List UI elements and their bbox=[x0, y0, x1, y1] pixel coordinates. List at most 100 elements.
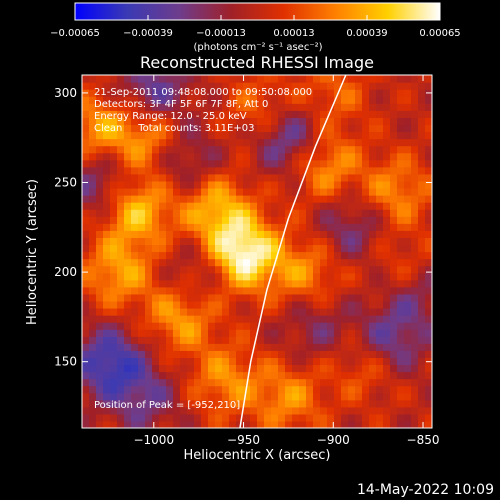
heatmap-cell bbox=[369, 300, 377, 309]
heatmap-cell bbox=[320, 117, 328, 126]
heatmap-cell bbox=[355, 378, 363, 387]
heatmap-cell bbox=[362, 293, 370, 302]
heatmap-cell bbox=[243, 209, 251, 217]
heatmap-cell bbox=[124, 364, 132, 373]
heatmap-cell bbox=[348, 329, 356, 337]
heatmap-cell bbox=[418, 322, 426, 330]
heatmap-cell bbox=[362, 117, 370, 126]
heatmap-cell bbox=[82, 413, 90, 422]
heatmap-cell bbox=[306, 152, 314, 161]
heatmap-cell bbox=[425, 145, 432, 154]
heatmap-cell bbox=[425, 315, 432, 323]
heatmap-cell bbox=[166, 187, 174, 196]
heatmap-cell bbox=[243, 300, 251, 309]
heatmap-cell bbox=[362, 173, 370, 182]
heatmap-cell bbox=[425, 138, 432, 147]
heatmap-cell bbox=[257, 307, 265, 316]
heatmap-cell bbox=[376, 117, 384, 126]
heatmap-cell bbox=[327, 195, 335, 203]
heatmap-cell bbox=[271, 145, 279, 154]
heatmap-cell bbox=[243, 152, 251, 161]
heatmap-cell bbox=[306, 350, 314, 358]
heatmap-cell bbox=[194, 103, 202, 111]
heatmap-cell bbox=[299, 237, 307, 246]
y-tick-label: 150 bbox=[54, 355, 77, 369]
heatmap-cell bbox=[334, 110, 342, 118]
heatmap-cell bbox=[292, 378, 300, 387]
heatmap-cell bbox=[82, 378, 90, 387]
heatmap-cell bbox=[355, 223, 363, 231]
heatmap-cell bbox=[222, 96, 230, 104]
heatmap-cell bbox=[348, 195, 356, 203]
heatmap-cell bbox=[145, 315, 153, 323]
heatmap-cell bbox=[404, 96, 412, 104]
heatmap-cell bbox=[124, 350, 132, 358]
heatmap-cell bbox=[194, 399, 202, 408]
heatmap-cell bbox=[103, 413, 111, 422]
heatmap-cell bbox=[89, 420, 97, 428]
heatmap-cell bbox=[411, 180, 419, 189]
heatmap-cell bbox=[131, 117, 139, 126]
heatmap-cell bbox=[376, 159, 384, 168]
heatmap-cell bbox=[299, 244, 307, 253]
heatmap-cell bbox=[383, 117, 391, 126]
heatmap-cell bbox=[306, 385, 314, 394]
heatmap-cell bbox=[110, 82, 118, 90]
heatmap-cell bbox=[362, 216, 370, 224]
x-tick-label: −900 bbox=[317, 433, 350, 447]
heatmap-cell bbox=[117, 166, 125, 175]
heatmap-cell bbox=[369, 195, 377, 203]
heatmap-cell bbox=[173, 244, 181, 253]
heatmap-cell bbox=[201, 103, 209, 111]
heatmap-cell bbox=[243, 110, 251, 118]
heatmap-cell bbox=[425, 371, 432, 380]
heatmap-cell bbox=[110, 392, 118, 401]
solar-limb-line bbox=[239, 75, 347, 428]
heatmap-cell bbox=[236, 293, 244, 302]
heatmap-cell bbox=[327, 350, 335, 358]
heatmap-cell bbox=[271, 244, 279, 253]
heatmap-cell bbox=[390, 300, 398, 309]
heatmap-cell bbox=[166, 209, 174, 217]
heatmap-cell bbox=[271, 364, 279, 373]
heatmap-cell bbox=[229, 343, 237, 351]
heatmap-cell bbox=[264, 138, 272, 147]
colorbar-tick-label: 0.00065 bbox=[419, 28, 460, 39]
heatmap-cell bbox=[348, 385, 356, 394]
heatmap-cell bbox=[145, 124, 153, 133]
heatmap-cell bbox=[194, 315, 202, 323]
heatmap-cell bbox=[404, 103, 412, 111]
heatmap-cell bbox=[96, 96, 104, 104]
heatmap-cell bbox=[124, 124, 132, 133]
heatmap-cell bbox=[229, 322, 237, 330]
heatmap-cell bbox=[334, 265, 342, 274]
heatmap-cell bbox=[425, 209, 432, 217]
heatmap-cell bbox=[299, 187, 307, 196]
heatmap-cell bbox=[152, 300, 160, 309]
heatmap-cell bbox=[397, 244, 405, 253]
heatmap-cell bbox=[362, 75, 370, 83]
heatmap-cell bbox=[180, 166, 188, 175]
heatmap-cell bbox=[180, 223, 188, 231]
heatmap-cell bbox=[369, 244, 377, 253]
heatmap-cell bbox=[236, 385, 244, 394]
heatmap-cell bbox=[257, 244, 265, 253]
heatmap-cell bbox=[110, 343, 118, 351]
heatmap-cell bbox=[201, 159, 209, 168]
heatmap-cell bbox=[159, 82, 167, 90]
heatmap-cell bbox=[271, 202, 279, 210]
heatmap-cell bbox=[313, 124, 321, 133]
heatmap-cell bbox=[404, 286, 412, 295]
heatmap-cell bbox=[341, 258, 349, 267]
heatmap-cell bbox=[215, 265, 223, 274]
heatmap-cell bbox=[390, 350, 398, 358]
heatmap-cell bbox=[229, 336, 237, 344]
heatmap-cell bbox=[411, 251, 419, 260]
heatmap-cell bbox=[250, 209, 258, 217]
heatmap-cell bbox=[201, 378, 209, 387]
heatmap-cell bbox=[292, 293, 300, 302]
heatmap-cell bbox=[292, 392, 300, 401]
heatmap-cell bbox=[376, 385, 384, 394]
heatmap-cell bbox=[418, 258, 426, 267]
heatmap-cell bbox=[320, 82, 328, 90]
